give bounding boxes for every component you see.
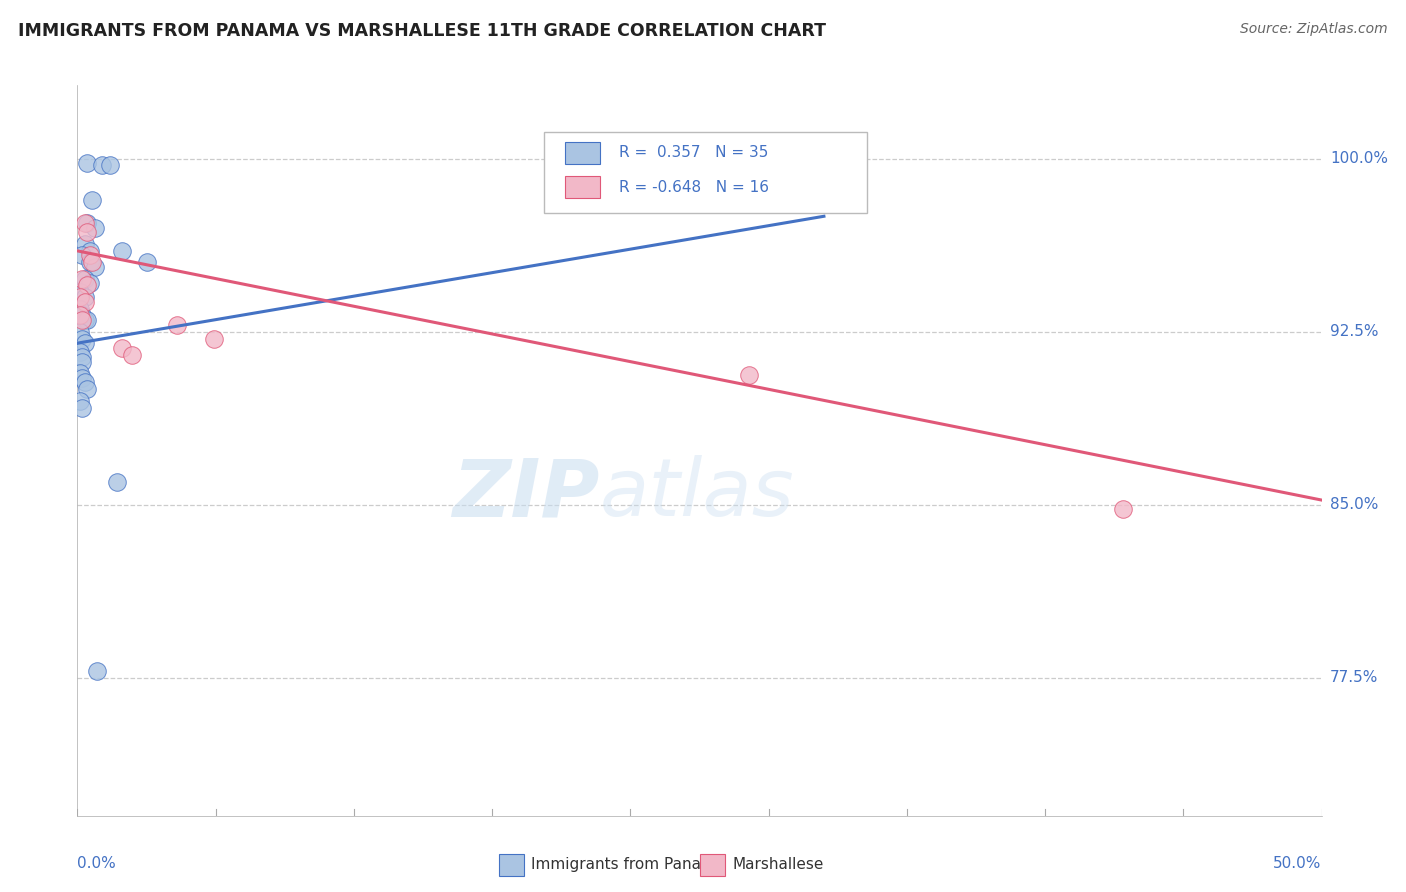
Point	[76, 226, 98, 240]
Point	[76, 313, 98, 327]
Point	[72, 350, 94, 364]
Text: 77.5%: 77.5%	[1330, 670, 1378, 685]
Point	[76, 278, 98, 293]
Point	[73, 290, 96, 304]
Point	[72, 248, 94, 262]
Point	[69, 290, 91, 304]
Text: 100.0%: 100.0%	[1330, 151, 1388, 166]
Point	[105, 475, 128, 489]
Point	[73, 376, 96, 390]
Text: 85.0%: 85.0%	[1330, 497, 1378, 512]
Point	[76, 156, 98, 170]
Point	[73, 336, 96, 351]
Bar	[700, 854, 725, 876]
Point	[79, 255, 101, 269]
Point	[83, 220, 105, 235]
Point	[69, 345, 91, 359]
Point	[72, 354, 94, 368]
Text: Immigrants from Panama: Immigrants from Panama	[531, 857, 725, 872]
Point	[69, 309, 91, 323]
Point	[72, 332, 94, 346]
Point	[86, 664, 108, 678]
Text: atlas: atlas	[600, 455, 794, 533]
Text: ZIP: ZIP	[453, 455, 600, 533]
Point	[69, 325, 91, 339]
Text: 92.5%: 92.5%	[1330, 324, 1378, 339]
Point	[79, 244, 101, 258]
Point	[136, 255, 159, 269]
Point	[72, 401, 94, 415]
Text: IMMIGRANTS FROM PANAMA VS MARSHALLESE 11TH GRADE CORRELATION CHART: IMMIGRANTS FROM PANAMA VS MARSHALLESE 11…	[18, 22, 827, 40]
Point	[79, 276, 101, 290]
Point	[73, 294, 96, 309]
Point	[121, 348, 143, 362]
Point	[69, 285, 91, 300]
Point	[91, 159, 114, 173]
Point	[111, 244, 134, 258]
Point	[83, 260, 105, 274]
Point	[82, 193, 104, 207]
Text: 50.0%: 50.0%	[1274, 856, 1322, 871]
Point	[166, 318, 188, 332]
Text: Source: ZipAtlas.com: Source: ZipAtlas.com	[1240, 22, 1388, 37]
Point	[72, 271, 94, 285]
Point	[79, 248, 101, 262]
Text: R = -0.648   N = 16: R = -0.648 N = 16	[619, 179, 769, 194]
Point	[69, 393, 91, 408]
Point	[72, 313, 94, 327]
Point	[76, 216, 98, 230]
Text: 0.0%: 0.0%	[77, 856, 117, 871]
Point	[82, 255, 104, 269]
Point	[69, 366, 91, 380]
Bar	[499, 854, 524, 876]
Point	[73, 216, 96, 230]
Point	[98, 159, 121, 173]
Point	[73, 236, 96, 251]
Point	[1111, 502, 1133, 516]
Text: Marshallese: Marshallese	[733, 857, 824, 872]
Point	[111, 341, 134, 355]
Point	[73, 313, 96, 327]
Point	[69, 301, 91, 316]
Text: R =  0.357   N = 35: R = 0.357 N = 35	[619, 145, 768, 161]
Point	[202, 332, 225, 346]
Point	[72, 371, 94, 385]
Point	[73, 271, 96, 285]
Point	[738, 368, 761, 383]
Point	[76, 382, 98, 396]
FancyBboxPatch shape	[565, 142, 600, 164]
Point	[72, 309, 94, 323]
FancyBboxPatch shape	[565, 177, 600, 198]
FancyBboxPatch shape	[544, 132, 868, 213]
